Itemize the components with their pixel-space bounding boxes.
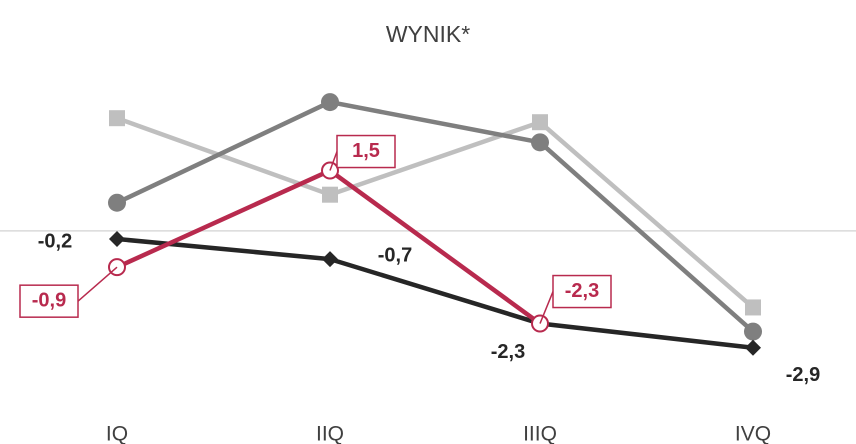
leader-line <box>77 266 118 302</box>
marker <box>744 322 762 341</box>
data-label: -0,9 <box>32 289 66 311</box>
series-line <box>116 236 754 350</box>
leader-line <box>539 291 554 324</box>
marker <box>322 186 338 203</box>
x-tick-label: IQ <box>106 423 128 444</box>
marker <box>109 230 125 247</box>
marker <box>322 251 338 268</box>
marker <box>745 339 761 356</box>
leader-line <box>329 151 338 171</box>
x-tick-label: IIIQ <box>523 423 557 444</box>
marker <box>532 114 548 131</box>
x-tick-label: IVQ <box>735 423 771 444</box>
chart-title: WYNIK* <box>386 21 470 47</box>
marker <box>531 133 549 152</box>
data-label: -0,7 <box>378 244 412 266</box>
data-label: -0,2 <box>38 230 72 252</box>
marker <box>321 93 339 112</box>
label-box <box>552 274 612 309</box>
data-label: -2,9 <box>786 364 820 386</box>
data-label: -2,3 <box>491 341 525 363</box>
marker <box>745 299 761 316</box>
series-line <box>116 99 755 334</box>
x-tick-label: IIQ <box>316 423 344 444</box>
marker <box>109 110 125 127</box>
label-box <box>336 134 396 169</box>
data-label: 1,5 <box>352 140 380 162</box>
data-label: -2,3 <box>565 280 599 302</box>
label-box <box>19 284 79 318</box>
marker <box>108 193 126 212</box>
series-line <box>116 116 755 310</box>
